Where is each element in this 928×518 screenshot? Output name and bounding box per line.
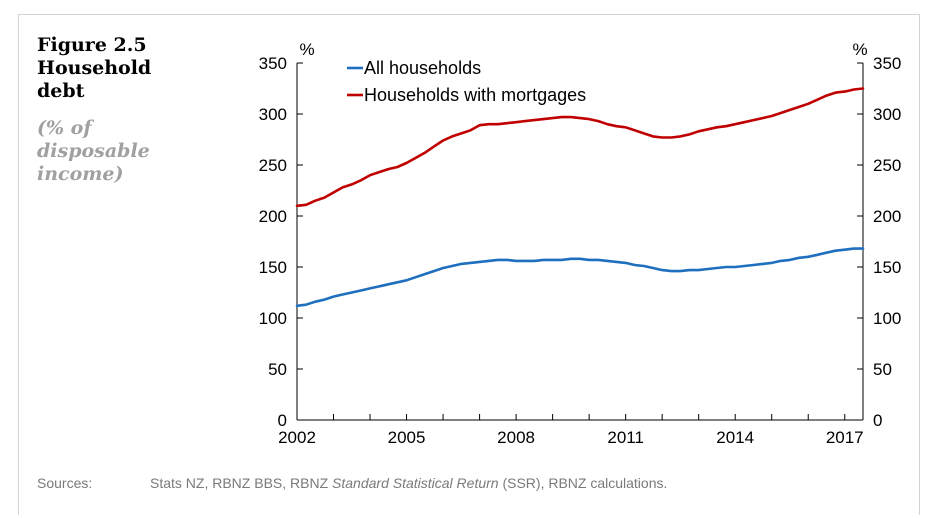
sources-text-2: (SSR), RBNZ calculations. <box>498 475 668 491</box>
sources-label: Sources: <box>37 475 93 491</box>
y-tick-label-left: 200 <box>259 207 287 226</box>
y-tick-label-right: 250 <box>873 156 901 175</box>
figure-panel <box>18 14 920 515</box>
x-tick-label: 2005 <box>388 428 426 447</box>
sources-text-1: Stats NZ, RBNZ BBS, RBNZ <box>150 475 333 491</box>
y-tick-label-left: 350 <box>259 54 287 73</box>
legend-label-households-with-mortgages: Households with mortgages <box>364 85 586 105</box>
y-tick-label-left: 250 <box>259 156 287 175</box>
y-tick-label-left: 100 <box>259 309 287 328</box>
figure-title-line-1: Household <box>37 57 152 79</box>
figure-subtitle-line-2: disposable <box>37 140 150 162</box>
sources-text-italic: Standard Statistical Return <box>332 475 499 491</box>
y-tick-label-right: 350 <box>873 54 901 73</box>
figure-subtitle: (% of disposable income) <box>37 117 187 186</box>
x-tick-label: 2017 <box>826 428 864 447</box>
y-tick-label-left: 150 <box>259 258 287 277</box>
x-tick-label: 2014 <box>716 428 754 447</box>
y-tick-label-left: 300 <box>259 105 287 124</box>
y-tick-label-right: 50 <box>873 360 892 379</box>
x-tick-label: 2011 <box>607 428 644 447</box>
series-line-all-households <box>295 247 865 308</box>
right-y-axis-unit: % <box>852 40 867 59</box>
y-tick-label-right: 0 <box>873 411 882 430</box>
figure-title-line-2: debt <box>37 80 85 102</box>
sources-note: Sources: Stats NZ, RBNZ BBS, RBNZ Standar… <box>37 475 667 491</box>
figure-subtitle-line-3: income) <box>37 163 124 185</box>
y-tick-label-left: 50 <box>268 360 287 379</box>
y-tick-label-right: 300 <box>873 105 901 124</box>
y-tick-label-right: 100 <box>873 309 901 328</box>
y-tick-label-right: 200 <box>873 207 901 226</box>
figure-subtitle-line-1: (% of <box>37 117 92 139</box>
series-line-households-with-mortgages <box>295 87 865 208</box>
y-tick-label-right: 150 <box>873 258 901 277</box>
figure-number: Figure 2.5 <box>37 34 147 56</box>
y-tick-label-left: 0 <box>278 411 287 430</box>
x-tick-label: 2008 <box>497 428 535 447</box>
x-tick-label: 2002 <box>278 428 316 447</box>
legend-label-all-households: All households <box>364 58 481 78</box>
left-y-axis-unit: % <box>299 40 314 59</box>
figure-title: Figure 2.5 Household debt <box>37 34 187 103</box>
